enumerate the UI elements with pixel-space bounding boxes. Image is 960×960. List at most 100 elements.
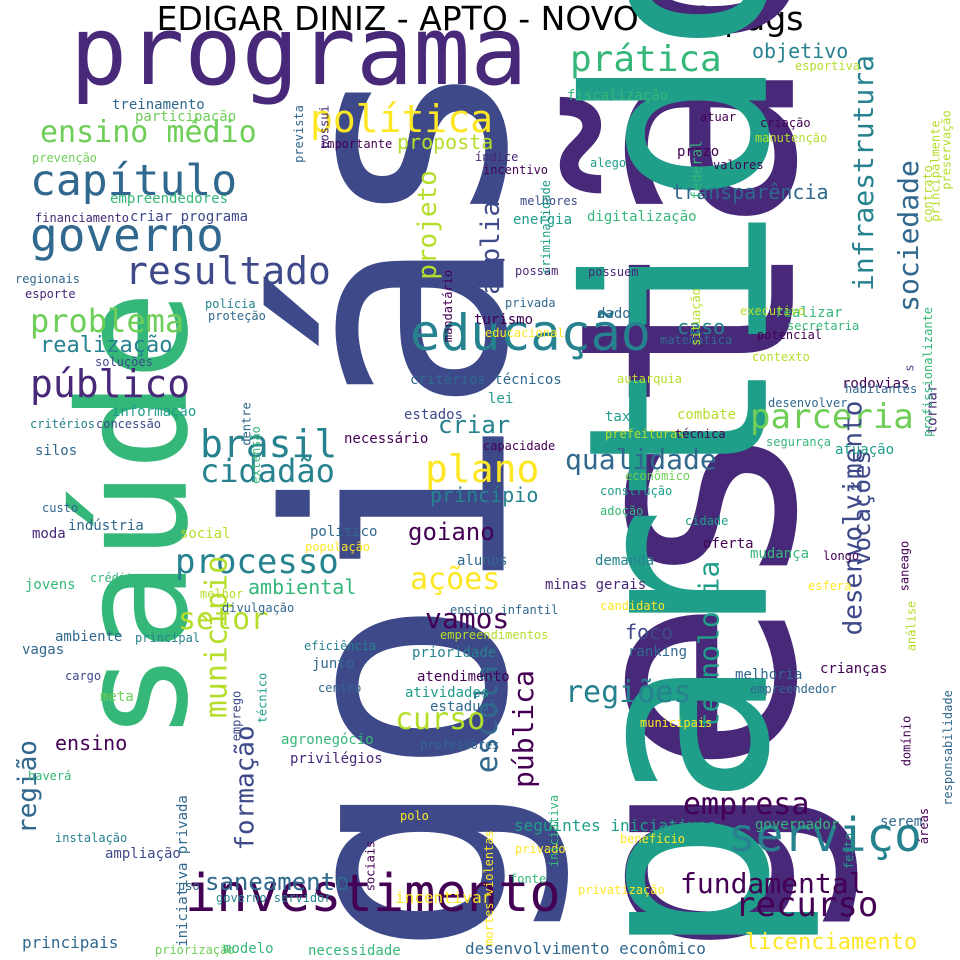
- word-informacao: informação: [112, 404, 197, 420]
- word-educacao: educação: [410, 304, 651, 362]
- word-polo: polo: [400, 809, 429, 823]
- word-contexto: contexto: [752, 350, 810, 364]
- word-setor: setor: [178, 602, 269, 637]
- word-alego: alego: [590, 156, 627, 170]
- word-parceria: parceria: [750, 397, 914, 437]
- word-construcao: construção: [600, 484, 673, 498]
- word-formacao: formação: [230, 724, 261, 851]
- word-ranking: ranking: [628, 644, 688, 660]
- word-atendimento: atendimento: [417, 669, 510, 685]
- word-estadual: estadual: [430, 699, 498, 715]
- word-jovens: jovens: [25, 577, 76, 593]
- word-areas: áreas: [917, 807, 932, 845]
- word-fiscalizacao: fiscalização: [567, 88, 669, 104]
- word-vamos: vamos: [425, 602, 510, 635]
- word-licenciamento: licenciamento: [745, 930, 918, 955]
- word-mudanca: mudança: [750, 546, 810, 562]
- word-extensao: extensão: [248, 426, 263, 484]
- word-regiao: região: [12, 740, 43, 834]
- word-desenvolvimento-economico: desenvolvimento econômico: [465, 939, 706, 958]
- word-caso: caso: [677, 315, 726, 339]
- word-esporte: esporte: [25, 287, 76, 301]
- word-situacao: situação: [688, 288, 703, 346]
- word-projeto: projeto: [412, 170, 443, 280]
- word-energia: energia: [513, 212, 573, 228]
- word-problema: problema: [30, 302, 185, 340]
- word-desenvolver: desenvolver: [768, 396, 848, 410]
- word-combate: combate: [677, 407, 737, 423]
- word-taxa: taxa: [605, 409, 639, 425]
- word-criminalidade: criminalidade: [538, 180, 553, 274]
- word-criterios: critérios: [30, 417, 96, 431]
- word-s: s: [902, 363, 917, 372]
- word-recurso: recurso: [735, 885, 879, 925]
- word-alunos: alunos: [457, 553, 508, 569]
- word-incentivo: incentivo: [483, 163, 549, 177]
- word-empreendedores: empreendedores: [110, 191, 229, 207]
- word-vagas: vagas: [22, 642, 65, 658]
- word-municipais: municipais: [640, 716, 713, 730]
- word-capacidade: capacidade: [483, 439, 556, 453]
- word-publico: público: [30, 362, 191, 406]
- word-prefeituras: prefeituras: [605, 427, 685, 441]
- word-processo: processo: [175, 542, 339, 582]
- word-credito: crédito: [90, 571, 141, 585]
- word-melhor: melhor: [200, 587, 244, 601]
- word-transparencia: transparência: [672, 180, 829, 204]
- word-regioes: regiões: [565, 675, 692, 710]
- word-dominio: domínio: [898, 715, 913, 766]
- word-necessidade: necessidade: [308, 943, 401, 959]
- word-oferta: oferta: [703, 536, 754, 552]
- word-dado: dado: [597, 306, 631, 322]
- word-atividades: atividades: [405, 685, 490, 701]
- word-ambiental: ambiental: [248, 575, 357, 599]
- word-capitulo: capítulo: [30, 156, 238, 206]
- word-indice: índice: [475, 150, 519, 164]
- word-silos: silos: [35, 443, 78, 459]
- word-ambiente: ambiente: [55, 629, 123, 645]
- word-potencial: potencial: [757, 328, 823, 342]
- word-possam: possam: [515, 264, 559, 278]
- word-ensino-medio: ensino médio: [40, 115, 257, 150]
- word-programa: programa: [70, 0, 528, 107]
- word-ensino: ensino: [55, 731, 128, 755]
- word-valores: valores: [713, 158, 764, 172]
- word-serem: serem: [880, 814, 923, 830]
- word-federal: federal: [689, 139, 706, 200]
- word-foco: foco: [625, 620, 674, 644]
- word-seguintes-iniciativas: seguintes iniciativas: [514, 816, 717, 835]
- word-publica: pública: [507, 669, 541, 789]
- word-criancas: crianças: [820, 661, 888, 677]
- word-profissionalizante: profissionalizante: [921, 306, 936, 438]
- word-possui: possui: [317, 104, 332, 149]
- word-centro: centro: [318, 681, 362, 695]
- word-economico: econômico: [625, 469, 691, 483]
- word-uso: uso: [178, 879, 200, 893]
- word-infraestrutura: infraestrutura: [847, 54, 881, 292]
- word-saneamento: saneamento: [205, 868, 350, 896]
- word-prazo: prazo: [677, 144, 720, 160]
- word-brasil: brasil: [200, 422, 338, 466]
- word-rodovias: rodovias: [842, 376, 910, 392]
- word-longo: longo: [823, 549, 860, 563]
- word-prevencao: prevenção: [32, 151, 98, 165]
- word-criacao: criação: [760, 116, 811, 130]
- word-prioridade: prioridade: [412, 645, 497, 661]
- word-criterios-tecnicos: critérios técnicos: [410, 372, 562, 388]
- word-turismo: turismo: [474, 312, 534, 328]
- word-privado: privado: [515, 842, 566, 856]
- word-havera: haverá: [28, 769, 72, 783]
- word-preservacao: preservação: [939, 109, 954, 190]
- word-digitalizacao: digitalização: [587, 209, 697, 225]
- word-policia: polícia: [205, 297, 256, 311]
- word-necessario: necessário: [344, 431, 429, 447]
- word-prevista: prevista: [291, 105, 306, 163]
- word-governo-servidor: governo servidor: [216, 891, 332, 905]
- word-habitantes: habitantes: [845, 382, 918, 396]
- word-principio: princípio: [430, 483, 539, 507]
- word-proposta: proposta: [397, 130, 494, 154]
- word-iniciativa: iniciativa: [547, 794, 562, 868]
- word-tecnica: técnica: [675, 427, 726, 441]
- word-mandatario: mandatário: [441, 269, 456, 343]
